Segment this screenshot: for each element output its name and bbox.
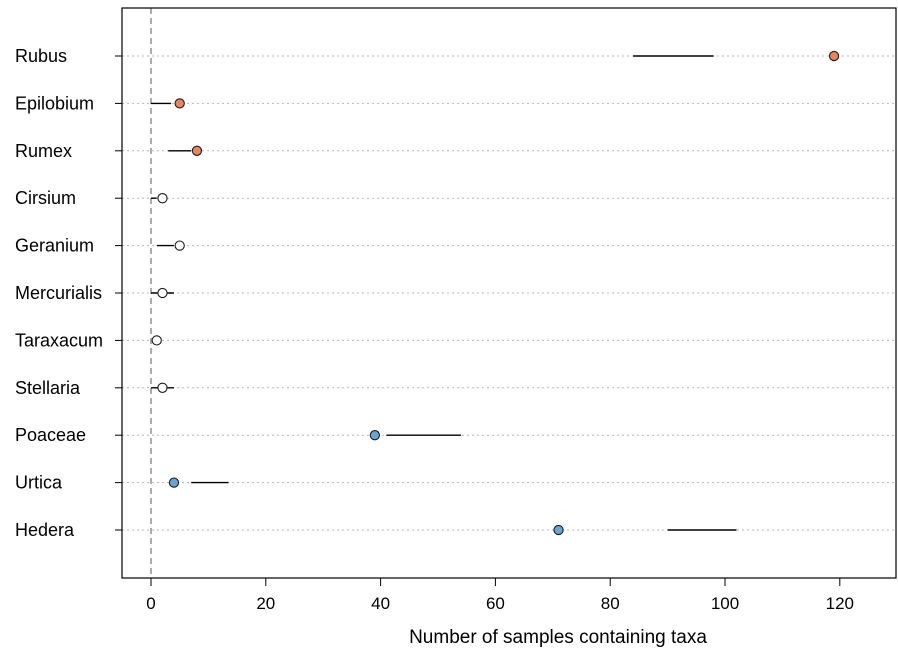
x-tick-label: 0 bbox=[146, 594, 155, 613]
category-label: Poaceae bbox=[15, 425, 86, 445]
category-label: Mercurialis bbox=[15, 283, 102, 303]
category-label: Hedera bbox=[15, 520, 75, 540]
category-label: Geranium bbox=[15, 236, 94, 256]
category-label: Taraxacum bbox=[15, 330, 103, 350]
point-poaceae bbox=[369, 430, 381, 441]
x-tick-label: 100 bbox=[711, 594, 739, 613]
point-rumex bbox=[191, 145, 203, 156]
point-epilobium bbox=[174, 98, 185, 109]
point-urtica bbox=[168, 477, 180, 488]
category-labels: Rubus Epilobium Rumex Cirsium Geranium Mercur… bbox=[15, 46, 122, 540]
x-axis-title: Number of samples containing taxa bbox=[409, 627, 707, 648]
point-stellaria bbox=[157, 382, 168, 393]
x-tick-label: 20 bbox=[256, 594, 275, 613]
category-label: Stellaria bbox=[15, 378, 81, 398]
x-tick-label: 60 bbox=[486, 594, 505, 613]
category-label: Rumex bbox=[15, 141, 72, 161]
category-label: Urtica bbox=[15, 473, 63, 493]
category-label: Epilobium bbox=[15, 93, 94, 113]
point-mercurialis bbox=[157, 287, 168, 299]
category-label: Cirsium bbox=[15, 188, 76, 208]
points bbox=[151, 50, 840, 536]
x-tick-label: 40 bbox=[371, 594, 390, 613]
x-tick-label: 80 bbox=[601, 594, 620, 613]
gridlines bbox=[122, 55, 896, 531]
point-hedera bbox=[553, 524, 564, 536]
x-axis: 0 20 40 60 80 100 120 bbox=[146, 578, 854, 613]
point-cirsium bbox=[157, 193, 168, 204]
x-tick-label: 120 bbox=[826, 594, 854, 613]
point-geranium bbox=[174, 240, 185, 251]
category-label: Rubus bbox=[15, 46, 67, 66]
point-taraxacum bbox=[151, 335, 162, 346]
point-rubus bbox=[828, 50, 840, 62]
